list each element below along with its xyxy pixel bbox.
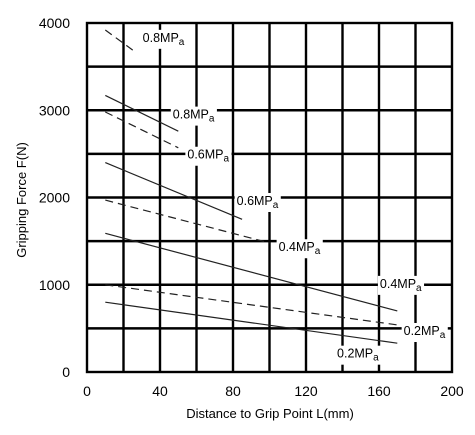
series-label-main: 0.2MP <box>337 347 373 361</box>
series-line-solid-0-2mpa <box>105 301 398 344</box>
series-layer <box>104 29 398 344</box>
series-label-sub: a <box>440 330 446 341</box>
series-line-solid-0-4mpa <box>105 232 398 312</box>
series-label-sub: a <box>373 353 379 364</box>
series-label-sub: a <box>179 37 185 48</box>
series-line-dashed-0-6mpa <box>105 111 179 149</box>
series-label-text: 0.6MPa <box>187 148 229 165</box>
series-label-main: 0.8MP <box>173 108 209 122</box>
x-tick-label: 0 <box>83 383 91 399</box>
plot-frame <box>85 21 454 374</box>
y-tick-label: 1000 <box>39 277 70 293</box>
series-label-main: 0.4MP <box>279 240 315 254</box>
series-line-dashed-0-8mpa <box>104 29 137 54</box>
series-label: 0.8MPa <box>140 29 187 49</box>
series-label-background <box>185 146 232 166</box>
series-label-sub: a <box>416 283 422 294</box>
series-label-sub: a <box>209 114 215 125</box>
series-label: 0.2MPa <box>335 345 382 365</box>
series-label-main: 0.8MP <box>143 31 179 45</box>
series-labels: 0.8MPa0.8MPa0.6MPa0.6MPa0.4MPa0.4MPa0.2M… <box>140 29 448 365</box>
x-tick-label: 80 <box>225 383 241 399</box>
series-label-main: 0.6MP <box>187 148 223 162</box>
series-label-text: 0.4MPa <box>279 240 321 257</box>
series-label-text: 0.2MPa <box>337 347 379 364</box>
y-tick-label: 3000 <box>39 102 70 118</box>
series-label-sub: a <box>315 246 321 257</box>
series-label-background <box>276 239 323 259</box>
series-label-sub: a <box>224 154 230 165</box>
series-label-background <box>234 192 281 212</box>
y-axis-title: Gripping Force F(N) <box>14 142 29 258</box>
series-line-solid-0-6mpa <box>105 162 243 220</box>
x-axis-title: Distance to Grip Point L(mm) <box>186 406 354 421</box>
series-label-text: 0.8MPa <box>143 31 185 48</box>
x-tick-label: 200 <box>440 383 464 399</box>
series-line-dashed-0-4mpa <box>105 199 270 244</box>
y-tick-label: 4000 <box>39 15 70 31</box>
series-label-text: 0.8MPa <box>173 108 215 125</box>
series-label: 0.4MPa <box>276 239 323 259</box>
y-tick-label: 0 <box>62 364 70 380</box>
series-label-main: 0.2MP <box>404 324 440 338</box>
series-label: 0.6MPa <box>234 192 281 212</box>
x-tick-label: 160 <box>367 383 391 399</box>
series-label-main: 0.6MP <box>237 194 273 208</box>
series-label-text: 0.6MPa <box>237 194 279 211</box>
series-label: 0.8MPa <box>170 106 217 126</box>
series-label-background <box>401 322 448 342</box>
series-label-main: 0.4MP <box>380 277 416 291</box>
series-label-background <box>335 345 382 365</box>
series-label-text: 0.2MPa <box>404 324 446 341</box>
series-label: 0.6MPa <box>185 146 232 166</box>
series-label-text: 0.4MPa <box>380 277 422 294</box>
series-label-background <box>170 106 217 126</box>
series-line-solid-0-8mpa <box>105 94 179 132</box>
series-label-sub: a <box>273 200 279 211</box>
series-label-background <box>140 29 187 49</box>
x-tick-label: 40 <box>152 383 168 399</box>
series-label-background <box>377 275 425 295</box>
series-label: 0.4MPa <box>377 275 425 295</box>
series-line-dashed-0-2mpa <box>105 284 398 326</box>
x-tick-label: 120 <box>294 383 318 399</box>
series-label: 0.2MPa <box>401 322 448 342</box>
y-tick-label: 2000 <box>39 190 70 206</box>
